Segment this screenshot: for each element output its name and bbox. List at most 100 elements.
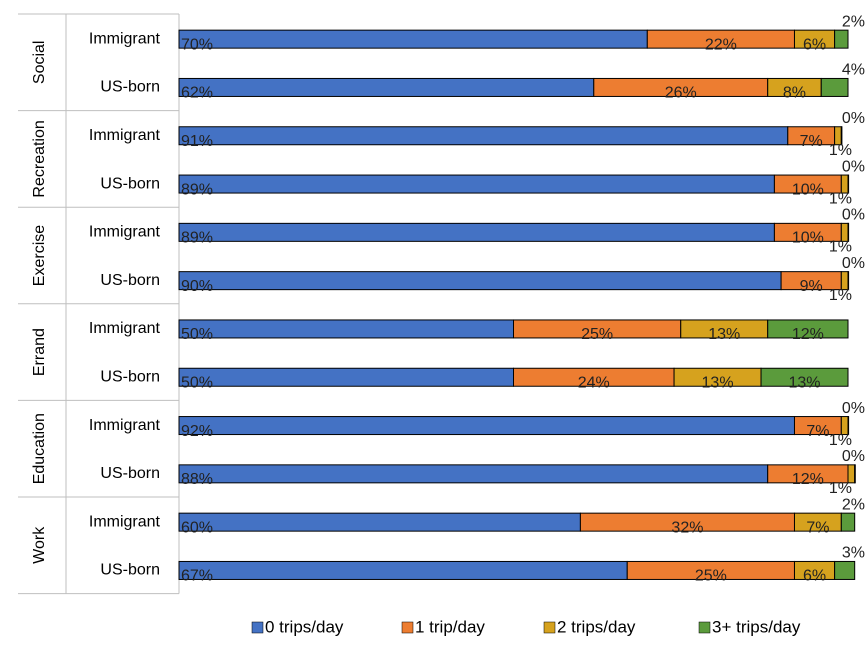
bar-segment-3-trips-day	[820, 77, 849, 97]
bar-segment-3-trips-day	[760, 367, 849, 387]
data-label: 1%	[829, 480, 852, 497]
data-label: 1%	[829, 432, 852, 449]
row-label: US-born	[100, 368, 160, 385]
data-label: 60%	[181, 519, 213, 536]
bar-segment-0-trips-day	[178, 29, 648, 49]
bar-segment-0-trips-day	[178, 560, 628, 580]
data-label: 88%	[181, 471, 213, 488]
row-label: US-born	[100, 175, 160, 192]
legend-label: 2 trips/day	[557, 617, 636, 636]
legend-swatch	[543, 621, 556, 634]
bar-segment-0-trips-day	[178, 174, 775, 194]
data-label: 1%	[829, 239, 852, 256]
data-label: 92%	[181, 423, 213, 440]
bar-segment-3-trips-day	[840, 512, 856, 532]
legend-swatch	[401, 621, 414, 634]
data-label: 6%	[803, 36, 826, 53]
bar-segment-3-trips-day	[847, 416, 850, 436]
bar-segment-0-trips-day	[178, 319, 514, 339]
data-label: 1%	[829, 142, 852, 159]
bar-segment-0-trips-day	[178, 222, 775, 242]
data-label: 26%	[665, 85, 697, 102]
bar-segment-0-trips-day	[178, 271, 782, 291]
data-label: 8%	[783, 85, 806, 102]
data-label: 6%	[803, 568, 826, 585]
group-label-recreation: Recreation	[31, 120, 48, 197]
legend-swatch	[251, 621, 264, 634]
bar-segment-0-trips-day	[178, 367, 514, 387]
row-label: US-born	[100, 272, 160, 289]
data-label: 10%	[792, 181, 824, 198]
data-label: 32%	[671, 519, 703, 536]
group-label-social: Social	[31, 41, 48, 85]
data-label: 89%	[181, 230, 213, 247]
bar-segment-3-trips-day	[840, 126, 843, 146]
row-label: Immigrant	[89, 127, 161, 144]
data-label: 91%	[181, 133, 213, 150]
data-label: 0%	[842, 400, 865, 417]
data-label: 0%	[842, 207, 865, 224]
data-label: 3%	[842, 545, 865, 562]
bar-segment-3-trips-day	[847, 271, 850, 291]
row-label: US-born	[100, 465, 160, 482]
data-label: 1%	[829, 190, 852, 207]
data-label: 9%	[800, 278, 823, 295]
data-label: 0%	[842, 448, 865, 465]
legend-label: 1 trip/day	[415, 617, 485, 636]
bar-segment-3-trips-day	[847, 174, 850, 194]
data-label: 90%	[181, 278, 213, 295]
legend-swatch	[698, 621, 711, 634]
data-label: 89%	[181, 181, 213, 198]
bar-segment-3-trips-day	[834, 29, 849, 49]
legend-label: 3+ trips/day	[712, 617, 801, 636]
data-label: 7%	[806, 423, 829, 440]
row-label: Immigrant	[89, 417, 161, 434]
bar-segment-3-trips-day	[834, 560, 856, 580]
row-label: Immigrant	[89, 320, 161, 337]
group-label-education: Education	[31, 413, 48, 484]
row-label: US-born	[100, 562, 160, 579]
data-label: 13%	[702, 374, 734, 391]
data-label: 0%	[842, 255, 865, 272]
data-label: 1%	[829, 287, 852, 304]
data-label: 25%	[581, 326, 613, 343]
data-label: 0%	[842, 158, 865, 175]
data-label: 7%	[800, 133, 823, 150]
bar-segment-3-trips-day	[847, 222, 850, 242]
data-label: 25%	[695, 568, 727, 585]
data-label: 22%	[705, 36, 737, 53]
data-label: 67%	[181, 568, 213, 585]
data-label: 10%	[792, 230, 824, 247]
bar-segment-3-trips-day	[767, 319, 849, 339]
legend-label: 0 trips/day	[265, 617, 344, 636]
data-label: 50%	[181, 326, 213, 343]
data-label: 62%	[181, 85, 213, 102]
data-label: 13%	[708, 326, 740, 343]
bar-segment-0-trips-day	[178, 126, 789, 146]
group-label-errand: Errand	[31, 328, 48, 376]
bar-segment-0-trips-day	[178, 512, 581, 532]
data-label: 12%	[792, 471, 824, 488]
row-label: Immigrant	[89, 30, 161, 47]
data-label: 2%	[842, 496, 865, 513]
bar-segment-0-trips-day	[178, 77, 595, 97]
row-label: Immigrant	[89, 513, 161, 530]
bar-segment-0-trips-day	[178, 464, 769, 484]
bar-segment-0-trips-day	[178, 416, 795, 436]
row-label: Immigrant	[89, 224, 161, 241]
data-label: 70%	[181, 36, 213, 53]
group-label-work: Work	[31, 526, 48, 564]
data-label: 4%	[842, 62, 865, 79]
bar-segment-3-trips-day	[854, 464, 856, 484]
data-label: 13%	[788, 374, 820, 391]
data-label: 0%	[842, 110, 865, 127]
data-label: 12%	[792, 326, 824, 343]
row-label: US-born	[100, 79, 160, 96]
data-label: 7%	[806, 519, 829, 536]
data-label: 50%	[181, 374, 213, 391]
data-label: 24%	[578, 374, 610, 391]
group-label-exercise: Exercise	[31, 225, 48, 286]
data-label: 2%	[842, 13, 865, 30]
